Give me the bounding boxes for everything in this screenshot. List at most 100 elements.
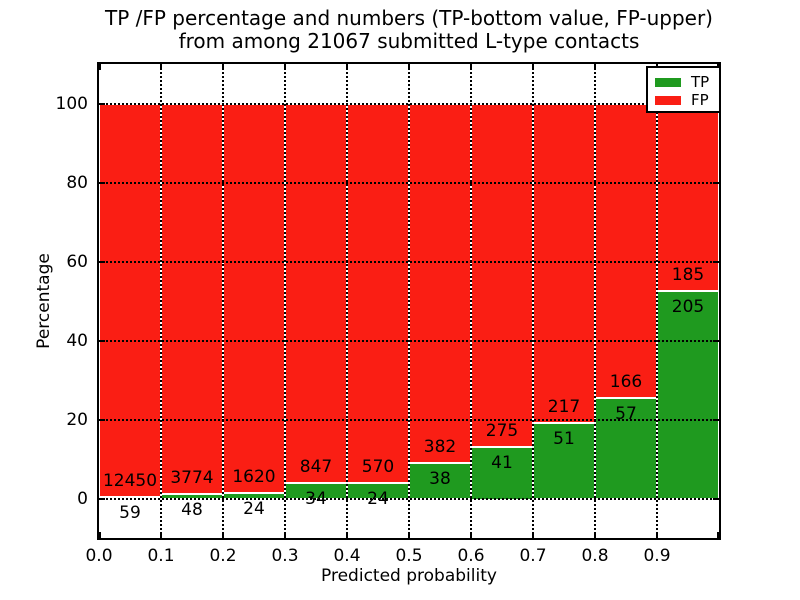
x-tick-bottom — [717, 532, 719, 538]
x-gridline — [284, 64, 286, 538]
tp-count-label: 57 — [615, 403, 637, 424]
x-tick-bottom — [408, 532, 410, 538]
tp-count-label: 41 — [491, 453, 513, 474]
tp-count-label: 205 — [671, 296, 705, 317]
fp-count-label: 1620 — [232, 466, 276, 487]
x-tick-label: 0.7 — [519, 546, 547, 566]
fp-count-label: 185 — [671, 264, 705, 285]
legend-swatch-tp — [655, 77, 681, 87]
chart-title-line-2: from among 21067 submitted L-type contac… — [178, 29, 640, 53]
y-tick-left — [99, 181, 105, 184]
bar-fp-segment — [285, 103, 347, 484]
y-tick-left — [99, 102, 105, 105]
bar-fp-segment — [223, 103, 285, 493]
x-tick-bottom — [160, 532, 162, 538]
x-tick-bottom — [222, 532, 224, 538]
y-tick-left — [99, 418, 105, 421]
y-tick-right — [713, 339, 719, 342]
fp-count-label: 275 — [485, 421, 519, 442]
bar-tp-segment — [471, 447, 533, 499]
x-gridline — [594, 64, 596, 538]
y-tick-right — [713, 181, 719, 184]
bar-fp-segment — [595, 103, 657, 398]
y-tick-left — [99, 497, 105, 500]
tp-count-label: 34 — [305, 489, 327, 510]
y-tick-label: 80 — [66, 172, 88, 193]
y-tick-right — [713, 260, 719, 263]
x-axis-label: Predicted probability — [321, 566, 497, 586]
chart-title-line-1: TP /FP percentage and numbers (TP-bottom… — [105, 6, 713, 30]
x-tick-top — [594, 64, 596, 70]
bar-fp-segment — [347, 103, 409, 483]
x-tick-label: 0.0 — [85, 546, 113, 566]
x-tick-top — [408, 64, 410, 70]
y-tick-right — [713, 497, 719, 500]
x-tick-label: 0.3 — [271, 546, 299, 566]
y-tick-label: 60 — [66, 251, 88, 272]
x-tick-label: 0.9 — [643, 546, 671, 566]
legend-entry-fp: FP — [655, 91, 719, 109]
x-gridline — [408, 64, 410, 538]
bar-fp-segment — [161, 103, 223, 494]
tp-count-label: 38 — [429, 468, 451, 489]
tp-count-label: 24 — [367, 488, 389, 509]
x-tick-top — [222, 64, 224, 70]
fp-count-label: 166 — [609, 371, 643, 392]
x-gridline — [160, 64, 162, 538]
legend-label-tp: TP — [691, 73, 710, 91]
fp-count-label: 570 — [361, 456, 395, 477]
x-tick-label: 0.6 — [457, 546, 485, 566]
x-tick-label: 0.1 — [147, 546, 175, 566]
fp-count-label: 847 — [299, 457, 333, 478]
y-tick-label: 0 — [77, 488, 88, 509]
x-tick-top — [470, 64, 472, 70]
bar-fp-segment — [409, 103, 471, 463]
fp-count-label: 382 — [423, 436, 457, 457]
x-gridline — [532, 64, 534, 538]
legend-swatch-fp — [655, 95, 681, 105]
x-gridline — [346, 64, 348, 538]
bar-fp-segment — [99, 103, 161, 497]
fp-count-label: 12450 — [102, 470, 158, 491]
x-tick-bottom — [99, 532, 101, 538]
x-tick-bottom — [656, 532, 658, 538]
x-tick-top — [532, 64, 534, 70]
x-tick-label: 0.8 — [581, 546, 609, 566]
fp-count-label: 3774 — [170, 467, 214, 488]
y-tick-left — [99, 260, 105, 263]
y-tick-label: 20 — [66, 409, 88, 430]
x-tick-bottom — [346, 532, 348, 538]
y-tick-left — [99, 339, 105, 342]
tp-count-label: 59 — [119, 502, 141, 523]
x-tick-label: 0.2 — [209, 546, 237, 566]
y-tick-right — [713, 418, 719, 421]
fp-count-label: 217 — [547, 397, 581, 418]
x-gridline — [222, 64, 224, 538]
legend-entry-tp: TP — [655, 73, 719, 91]
x-tick-top — [160, 64, 162, 70]
x-tick-top — [99, 64, 101, 70]
x-tick-bottom — [594, 532, 596, 538]
x-tick-label: 0.5 — [395, 546, 423, 566]
chart-title: TP /FP percentage and numbers (TP-bottom… — [97, 7, 721, 53]
x-tick-bottom — [284, 532, 286, 538]
x-tick-bottom — [470, 532, 472, 538]
y-tick-label: 40 — [66, 330, 88, 351]
bar-tp-segment — [657, 290, 719, 499]
x-tick-bottom — [532, 532, 534, 538]
tp-count-label: 48 — [181, 499, 203, 520]
y-tick-label: 100 — [55, 93, 88, 114]
plot-area: 12450 59 3774 48 1620 24 847 34 570 24 382 38 275 41 2… — [97, 62, 721, 540]
bar-fp-segment — [533, 103, 595, 424]
legend-label-fp: FP — [691, 91, 709, 109]
x-tick-label: 0.4 — [333, 546, 361, 566]
tp-count-label: 24 — [243, 498, 265, 519]
x-gridline — [470, 64, 472, 538]
tp-count-label: 51 — [553, 429, 575, 450]
x-tick-top — [346, 64, 348, 70]
x-gridline — [656, 64, 658, 538]
x-tick-top — [284, 64, 286, 70]
legend: TP FP — [646, 66, 721, 113]
bar-fp-segment — [471, 103, 533, 448]
